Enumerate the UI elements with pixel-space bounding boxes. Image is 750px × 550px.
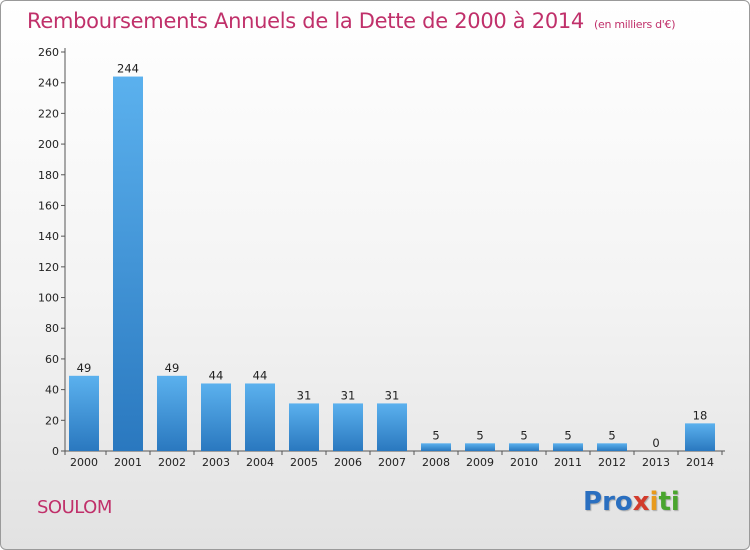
logo-letter: i (670, 487, 680, 517)
x-tick-label: 2003 (202, 456, 230, 469)
bar (553, 443, 583, 451)
bar (289, 403, 319, 451)
chart-title: Remboursements Annuels de la Dette de 20… (27, 9, 675, 33)
bar (157, 375, 187, 451)
data-label: 44 (253, 368, 268, 382)
bar (509, 443, 539, 451)
y-tick-label: 80 (45, 322, 59, 335)
bars-group (69, 76, 715, 452)
labels-group: 2000 49 2001 244 2002 49 2003 44 2004 44 2005 31 200… (70, 62, 714, 469)
bar (421, 443, 451, 451)
y-tick-label: 180 (38, 169, 59, 182)
proxiti-logo: Proxiti (583, 487, 680, 517)
x-tick-label: 2009 (466, 456, 494, 469)
x-tick-label: 2006 (334, 456, 362, 469)
bar (377, 403, 407, 451)
bar (201, 383, 231, 451)
data-label: 5 (520, 428, 527, 442)
data-label: 31 (385, 388, 400, 402)
unit-subtitle: (en milliers d'€) (594, 18, 676, 31)
x-tick-label: 2000 (70, 456, 98, 469)
x-tick-label: 2010 (510, 456, 538, 469)
y-tick-label: 60 (45, 353, 59, 366)
data-label: 44 (209, 368, 224, 382)
x-tick-label: 2005 (290, 456, 318, 469)
bar (245, 383, 275, 451)
x-tick-label: 2004 (246, 456, 274, 469)
x-tick-label: 2008 (422, 456, 450, 469)
logo-letter: o (614, 487, 633, 517)
logo-letter: P (583, 487, 603, 517)
data-label: 5 (608, 428, 615, 442)
logo-letter: t (658, 487, 671, 517)
y-tick-label: 20 (45, 414, 59, 427)
y-tick-label: 140 (38, 230, 59, 243)
y-tick-label: 120 (38, 261, 59, 274)
data-label: 18 (693, 408, 708, 422)
y-tick-label: 240 (38, 77, 59, 90)
data-label: 49 (165, 361, 180, 375)
y-tick-label: 100 (38, 292, 59, 305)
x-tick-label: 2012 (598, 456, 626, 469)
x-tick-label: 2011 (554, 456, 582, 469)
logo-letter: x (632, 487, 650, 517)
data-label: 5 (476, 428, 483, 442)
bar (113, 76, 143, 452)
x-tick-label: 2007 (378, 456, 406, 469)
data-label: 244 (117, 62, 139, 76)
data-label: 5 (564, 428, 571, 442)
logo-letter: r (602, 487, 615, 517)
data-label: 0 (652, 436, 659, 450)
x-tick-label: 2001 (114, 456, 142, 469)
data-label: 31 (341, 388, 356, 402)
data-label: 49 (77, 361, 92, 375)
title-text: Remboursements Annuels de la Dette de 20… (27, 9, 584, 33)
bar (597, 443, 627, 451)
bar (685, 423, 715, 451)
commune-name: SOULOM (37, 497, 112, 518)
x-tick-label: 2014 (686, 456, 714, 469)
y-tick-label: 0 (52, 445, 59, 458)
y-tick-label: 220 (38, 107, 59, 120)
bar (69, 375, 99, 451)
y-tick-label: 260 (38, 46, 59, 59)
y-tick-label: 160 (38, 199, 59, 212)
x-tick-label: 2013 (642, 456, 670, 469)
bar (333, 403, 363, 451)
data-label: 5 (432, 428, 439, 442)
bar (465, 443, 495, 451)
logo-letter: i (649, 487, 659, 517)
data-label: 31 (297, 388, 312, 402)
y-tick-label: 40 (45, 384, 59, 397)
x-tick-label: 2002 (158, 456, 186, 469)
y-tick-label: 200 (38, 138, 59, 151)
